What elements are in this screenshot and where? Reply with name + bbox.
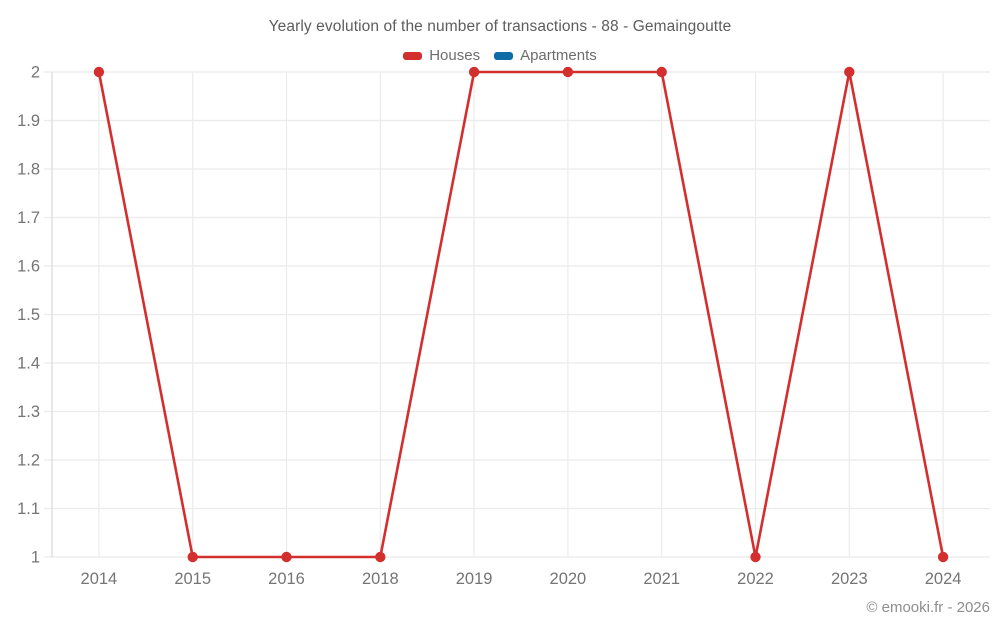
y-axis-tick-label: 1.2	[17, 452, 40, 470]
y-axis-tick-label: 1.1	[17, 500, 40, 518]
x-axis-tick-label: 2020	[550, 570, 587, 588]
y-axis-tick-label: 1	[31, 549, 40, 567]
apartments-series-swatch-icon	[494, 51, 514, 60]
houses-data-point[interactable]	[844, 66, 855, 78]
x-axis-tick-label: 2014	[81, 570, 118, 588]
y-axis-tick-label: 1.4	[17, 355, 40, 373]
x-axis-tick-label: 2023	[831, 570, 868, 588]
x-axis-tick-label: 2021	[643, 570, 680, 588]
legend-item-apartments[interactable]: Apartments	[494, 47, 597, 64]
x-axis-tick-label: 2024	[925, 570, 962, 588]
houses-data-point[interactable]	[656, 66, 667, 78]
chart-title: Yearly evolution of the number of transa…	[268, 18, 732, 35]
y-axis-tick-label: 2	[31, 64, 40, 82]
houses-data-point[interactable]	[750, 551, 761, 563]
legend-label-apartments: Apartments	[520, 47, 597, 64]
houses-data-point[interactable]	[562, 66, 574, 78]
x-axis-tick-label: 2015	[174, 570, 211, 588]
y-axis-tick-label: 1.8	[17, 161, 40, 179]
y-axis-tick-label: 1.7	[17, 209, 40, 227]
houses-data-point[interactable]	[937, 551, 949, 563]
legend-label-houses: Houses	[429, 47, 481, 64]
houses-data-point[interactable]	[375, 551, 386, 563]
houses-data-point[interactable]	[93, 66, 105, 78]
y-axis-tick-label: 1.9	[17, 112, 40, 130]
x-axis-tick-label: 2022	[737, 570, 774, 588]
x-axis-tick-label: 2018	[362, 570, 399, 588]
houses-data-point[interactable]	[187, 551, 198, 563]
houses-data-point[interactable]	[281, 551, 292, 563]
houses-series-swatch-icon	[403, 51, 423, 60]
houses-series-line	[97, 70, 945, 559]
houses-data-point[interactable]	[468, 66, 480, 78]
y-axis-tick-label: 1.5	[17, 306, 40, 324]
x-axis-tick-label: 2019	[456, 570, 493, 588]
x-axis-tick-label: 2016	[268, 570, 305, 588]
copyright-footer: © emooki.fr - 2026	[866, 599, 990, 616]
y-axis-tick-label: 1.6	[17, 258, 40, 276]
y-axis-tick-label: 1.3	[17, 403, 40, 421]
legend-item-houses[interactable]: Houses	[403, 47, 480, 64]
chart-legend: Houses Apartments	[0, 47, 1000, 64]
